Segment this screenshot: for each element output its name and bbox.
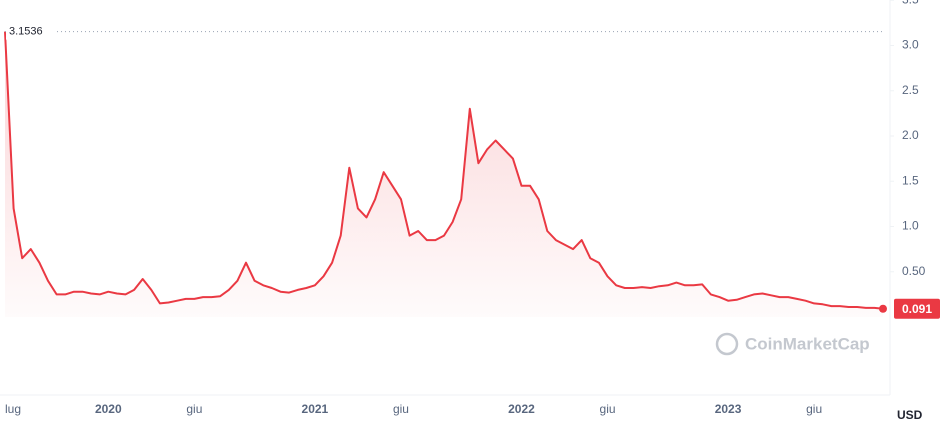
x-tick-label: giu [186,402,202,416]
y-tick-label: 1.5 [902,173,919,187]
x-tick-label: 2020 [95,402,122,416]
price-line [4,31,884,310]
x-tick-label: lug [5,402,21,416]
max-label: 3.1536 [9,26,43,38]
watermark-text: CoinMarketCap [745,334,870,353]
x-tick-label: giu [806,402,822,416]
y-tick-label: 3.5 [902,0,919,6]
watermark: CoinMarketCap [715,332,870,356]
last-point [879,304,887,313]
y-tick-label: 1.0 [902,219,919,233]
x-tick-label: 2021 [302,402,329,416]
max-label-bg [6,23,54,40]
x-tick-label: 2023 [715,402,742,416]
y-tick-label: 0.50 [902,264,926,278]
x-tick-label: giu [393,402,409,416]
currency-label: USD [897,408,923,421]
price-badge [894,298,940,319]
watermark-logo [715,332,739,356]
y-tick-label: 2.0 [902,128,919,142]
price-badge-label: 0.091 [902,302,932,316]
y-tick-label: 2.5 [902,83,919,97]
area-fill [5,31,883,317]
y-tick-label: 3.0 [902,38,919,52]
x-tick-label: giu [600,402,616,416]
x-tick-label: 2022 [508,402,535,416]
